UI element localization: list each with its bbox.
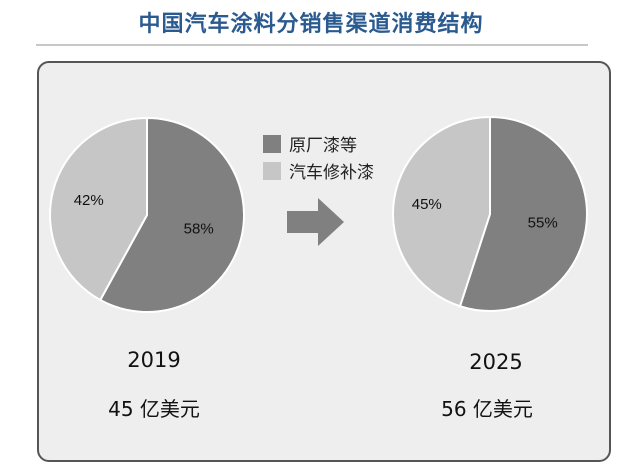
legend-label: 汽车修补漆 (289, 163, 374, 183)
legend-swatch-refinish (263, 161, 281, 180)
legend-item-refinish: 汽车修补漆 (263, 157, 374, 184)
page-title: 中国汽车涂料分销售渠道消费结构 (138, 12, 484, 37)
legend-label: 原厂漆等 (289, 136, 357, 156)
legend-item-oem: 原厂漆等 (263, 130, 374, 157)
pie-chart-2019: 58% 42% (49, 116, 245, 313)
legend: 原厂漆等 汽车修补漆 (263, 130, 374, 184)
legend-swatch-oem (263, 134, 281, 153)
slice-label: 42% (74, 192, 104, 209)
pie-slice (392, 115, 491, 308)
arrow-right-icon (287, 198, 344, 246)
slice-label: 58% (184, 220, 214, 237)
year-label-2019: 2019 (127, 348, 181, 372)
total-label-2025: 56 亿美元 (441, 397, 533, 421)
year-label-2025: 2025 (469, 350, 523, 374)
pie-slice (458, 115, 588, 312)
title-divider (36, 44, 588, 46)
pie-slice (49, 116, 148, 302)
pie-chart-2025: 55% 45% (392, 115, 588, 312)
slice-label: 45% (412, 196, 442, 213)
total-label-2019: 45 亿美元 (108, 397, 200, 421)
slice-label: 55% (528, 214, 558, 231)
pie-slice (98, 116, 245, 313)
